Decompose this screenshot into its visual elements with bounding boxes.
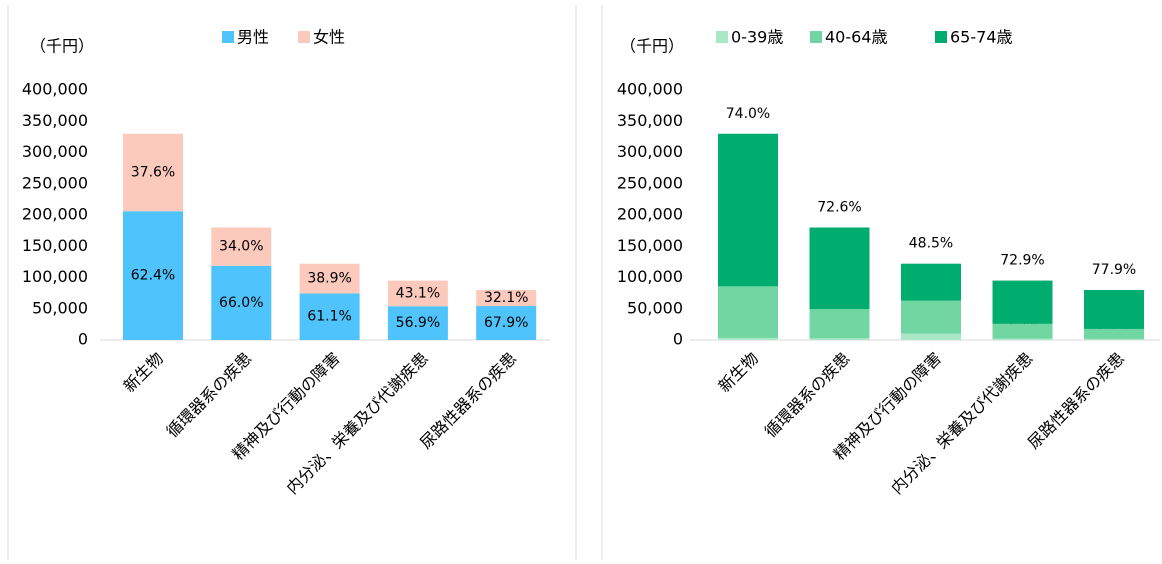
data-label: 74.0% <box>726 106 770 122</box>
y-tick-label: 0 <box>78 330 88 349</box>
x-tick-label: 新生物 <box>120 349 167 396</box>
x-tick-label: 循環器系の疾患 <box>761 349 854 442</box>
y-tick-label: 250,000 <box>22 173 88 192</box>
y-tick-label: 400,000 <box>617 80 683 99</box>
x-tick-label: 尿路性器系の疾患 <box>1024 349 1128 453</box>
bar-segment <box>718 133 778 287</box>
legend-swatch <box>298 31 310 43</box>
bar-segment <box>1084 338 1144 340</box>
bar-segment <box>992 338 1053 340</box>
data-label: 37.6% <box>131 165 175 181</box>
bar-segment <box>211 265 272 340</box>
data-label: 67.9% <box>484 315 528 331</box>
x-tick-label: 新生物 <box>715 349 762 396</box>
y-tick-label: 0 <box>673 330 683 349</box>
y-tick-label: 300,000 <box>22 142 88 161</box>
bar-segment <box>992 323 1053 339</box>
legend-label: 40-64歳 <box>825 28 888 47</box>
bar-segment <box>1084 328 1144 339</box>
data-label: 61.1% <box>307 309 351 325</box>
bar-segment <box>992 280 1053 324</box>
data-label: 32.1% <box>484 290 528 306</box>
y-tick-label: 50,000 <box>32 298 88 317</box>
y-tick-label: 300,000 <box>617 142 683 161</box>
data-label: 72.6% <box>817 200 861 216</box>
legend-label: 男性 <box>237 28 269 47</box>
y-tick-label: 200,000 <box>22 205 88 224</box>
data-label: 43.1% <box>396 285 440 301</box>
y-tick-label: 50,000 <box>627 298 683 317</box>
bar-segment <box>299 293 360 340</box>
y-tick-label: 400,000 <box>22 80 88 99</box>
bar-segment <box>901 300 961 334</box>
y-tick-label: 100,000 <box>617 267 683 286</box>
x-tick-label: 循環器系の疾患 <box>163 349 256 442</box>
y-tick-label: 150,000 <box>22 236 88 255</box>
bar-segment <box>387 280 448 307</box>
bar-segment <box>476 306 537 340</box>
y-tick-label: 250,000 <box>617 173 683 192</box>
legend-label: 0-39歳 <box>731 28 783 47</box>
bar-segment <box>211 227 272 266</box>
x-tick-label: 尿路性器系の疾患 <box>416 349 520 453</box>
y-tick-label: 200,000 <box>617 205 683 224</box>
y-axis-label: （千円） <box>30 37 94 56</box>
bar-segment <box>387 306 448 340</box>
y-axis-label: （千円） <box>620 37 684 56</box>
legend-swatch <box>222 31 234 43</box>
bar-segment <box>123 133 183 212</box>
legend-label: 女性 <box>313 28 345 47</box>
legend-swatch <box>810 31 822 43</box>
bar-segment <box>1084 290 1144 329</box>
data-label: 72.9% <box>1000 253 1044 269</box>
legend-swatch <box>935 31 947 43</box>
y-tick-label: 350,000 <box>617 111 683 130</box>
data-label: 56.9% <box>396 315 440 331</box>
bar-segment <box>123 211 183 340</box>
y-tick-label: 150,000 <box>617 236 683 255</box>
bar-segment <box>901 263 961 301</box>
bar-segment <box>299 263 360 294</box>
x-tick-label: 内分泌、栄養及び代謝疾患 <box>283 349 432 498</box>
data-label: 77.9% <box>1092 262 1136 278</box>
legend-swatch <box>716 31 728 43</box>
data-label: 66.0% <box>219 295 263 311</box>
bar-segment <box>476 290 537 307</box>
data-label: 62.4% <box>131 268 175 284</box>
y-tick-label: 350,000 <box>22 111 88 130</box>
data-label: 34.0% <box>219 239 263 255</box>
bar-segment <box>809 227 870 310</box>
legend-label: 65-74歳 <box>950 28 1013 47</box>
data-label: 48.5% <box>909 236 953 252</box>
bar-segment <box>809 338 870 340</box>
bar-segment <box>901 333 961 340</box>
data-label: 38.9% <box>307 271 351 287</box>
bar-segment <box>718 286 778 338</box>
bar-segment <box>809 309 870 339</box>
bar-segment <box>718 337 778 340</box>
y-tick-label: 100,000 <box>22 267 88 286</box>
